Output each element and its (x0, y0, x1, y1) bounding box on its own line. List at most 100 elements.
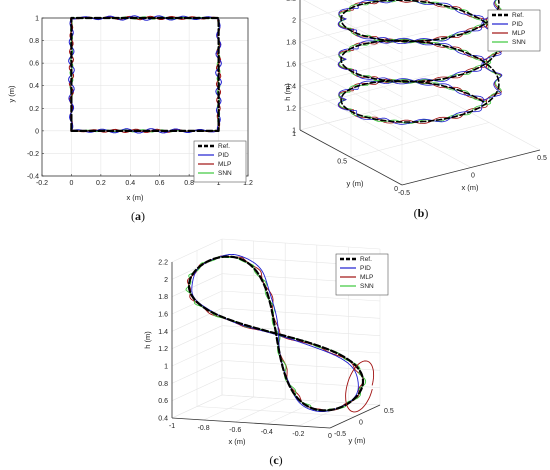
panel-b-legend-label-ref: Ref. (512, 12, 524, 19)
panel-a-y-tick-label: 0 (35, 128, 39, 135)
panel-c-z-tick-label: 1.2 (158, 346, 168, 353)
panel-b-grid-floor-y (299, 94, 439, 131)
panel-b-y-tick-label: 1 (292, 131, 296, 138)
panel-c-y-tick-label: -0.5 (334, 431, 346, 438)
panel-c-legend-label-snn: SNN (360, 283, 374, 290)
panel-a-series-pid (68, 15, 222, 134)
panel-a-series-mlp (68, 15, 222, 133)
panel-c-grid-back-z (221, 290, 381, 302)
panel-b-grid-floor-y (350, 122, 490, 158)
panel-c-legend-label-pid: PID (360, 265, 371, 272)
panel-a-y-tick-label: 1 (35, 16, 39, 23)
panel-a-y-tick-label: -0.2 (27, 151, 39, 158)
panel-c-z-tick-label: 1.4 (158, 329, 168, 336)
panel-c-legend-label-mlp: MLP (360, 274, 373, 281)
panel-c-z-tick-label: 0.8 (158, 381, 168, 388)
panel-a-legend-label-mlp: MLP (218, 161, 231, 168)
panel-c-z-tick-label: 1 (164, 364, 168, 371)
panel-c-x-tick-label: -0.4 (261, 429, 273, 436)
panel-c-series-mlp-excursion (345, 360, 375, 413)
panel-a-legend-label-pid: PID (218, 152, 229, 159)
panel-b-series-ref (340, 0, 500, 123)
panel-c-y-label: y (m) (348, 436, 366, 445)
panel-a-x-tick-label: 0.4 (125, 180, 135, 187)
panel-b-x-tick-label: -0.5 (398, 190, 410, 197)
panel-b-legend: Ref. PID MLP SNN (487, 9, 541, 52)
panel-b-z-ticks: 11.21.41.61.822.22.4 (286, 0, 296, 135)
panel-b-x-tick-label: 0 (471, 173, 475, 180)
panel-c-x-ticks: -1 -0.8 -0.6 -0.4 -0.2 0 (169, 423, 332, 440)
panel-a-y-ticks: -0.4 -0.2 0 0.2 0.4 0.6 0.8 1 (27, 16, 44, 181)
panel-c-x-tick-label: 0 (328, 433, 332, 440)
panel-c-caption: (c) (269, 453, 282, 467)
panel-b-letter: b (418, 206, 425, 220)
panel-b-z-tick-label: 1.2 (286, 106, 296, 113)
panel-a-series-snn (69, 16, 221, 133)
panel-c-letter: c (273, 453, 279, 467)
panel-c-series (185, 253, 375, 413)
panel-b-z-tick-label: 1 (292, 128, 296, 135)
panel-c-z-tick-label: 1.6 (158, 312, 168, 319)
panel-a-x-tick-label: 0.2 (96, 180, 106, 187)
panel-b-legend-label-pid: PID (512, 21, 523, 28)
panel-c: 0.4 0.6 0.8 1 1.2 1.4 1.6 1.8 2 2.2 -1 -0.8 -0.6 -0.… (143, 238, 394, 467)
panel-b: 11.21.41.61.822.22.4 -0.500.5 00.51 h (m… (283, 0, 547, 220)
panel-c-y-ticks: -0.5 0 0.5 (334, 408, 394, 438)
panel-a-x-label: x (m) (126, 193, 144, 202)
panel-c-legend-box (335, 253, 389, 296)
panel-a-legend: Ref. PID MLP SNN (193, 140, 247, 183)
panel-a-y-tick-label: 0.8 (29, 38, 39, 45)
panel-c-grid-back-z (221, 377, 381, 388)
panel-a-y-label: y (m) (7, 85, 16, 103)
panel-a-x-tick-label: 0 (69, 180, 73, 187)
panel-a-x-tick-label: -0.2 (36, 180, 48, 187)
panel-b-legend-label-snn: SNN (512, 39, 526, 46)
panel-a-legend-label-ref: Ref. (218, 143, 230, 150)
panel-b-z-tick-label: 2 (292, 18, 296, 25)
panel-b-axis-x (401, 149, 541, 186)
panel-b-z-tick-label: 2.2 (286, 0, 296, 3)
panel-a-x-tick-label: 0.6 (155, 180, 165, 187)
panel-a-y-tick-label: 0.4 (29, 83, 39, 90)
panel-b-x-label: x (m) (461, 183, 479, 192)
panel-a-legend-label-snn: SNN (218, 170, 232, 177)
panel-c-x-label: x (m) (228, 437, 246, 446)
panel-c-grid-back-z (221, 238, 381, 250)
panel-c-z-tick-label: 2 (164, 277, 168, 284)
panel-b-z-tick-label: 1.6 (286, 62, 296, 69)
panel-c-z-tick-label: 2.2 (158, 260, 168, 267)
panel-a-x-ticks: -0.2 0 0.2 0.4 0.6 0.8 1 1.2 (36, 174, 253, 187)
panel-a-x-tick-label: 0.8 (184, 180, 194, 187)
panel-c-z-ticks: 0.4 0.6 0.8 1 1.2 1.4 1.6 1.8 2 2.2 (158, 260, 168, 423)
panel-c-x-tick-label: -0.6 (229, 427, 241, 434)
panel-c-x-tick-label: -0.2 (292, 431, 304, 438)
panel-b-y-tick-label: 0 (394, 186, 398, 193)
panel-c-grid-floor-y (196, 406, 356, 417)
panel-a-caption: (a) (131, 209, 145, 223)
panel-c-grid-back-z (221, 308, 381, 319)
panel-a-x-tick-label: 1 (217, 180, 221, 187)
panel-a-series (68, 15, 222, 134)
panel-b-x-ticks: -0.5 0 0.5 (398, 155, 547, 197)
panel-c-x-tick-label: -1 (169, 423, 175, 430)
panel-c-grid-back-z (221, 342, 381, 354)
panel-b-series-mlp (338, 0, 502, 124)
panel-b-y-tick-label: 0.5 (337, 159, 347, 166)
panel-a-y-tick-label: -0.4 (27, 174, 39, 181)
panel-c-axis-y (329, 404, 381, 429)
panel-a-x-tick-label: 1.2 (243, 180, 253, 187)
panel-c-z-tick-label: 1.8 (158, 294, 168, 301)
panel-b-z-tick-label: 1.8 (286, 40, 296, 47)
panel-b-z-label: h (m) (283, 83, 292, 101)
panel-c-z-label: h (m) (143, 331, 152, 349)
panel-b-series-pid (337, 0, 503, 125)
panel-c-legend-label-ref: Ref. (360, 256, 372, 263)
panel-c-legend: Ref. PID MLP SNN (335, 253, 389, 296)
panel-b-y-ticks: 00.51 (292, 131, 398, 193)
panel-c-z-tick-label: 0.4 (158, 416, 168, 423)
panel-c-x-tick-label: -0.8 (198, 425, 210, 432)
panel-b-y-label: y (m) (346, 179, 364, 188)
panel-a-series-ref (70, 16, 220, 132)
panel-c-y-tick-label: 0 (359, 420, 363, 427)
